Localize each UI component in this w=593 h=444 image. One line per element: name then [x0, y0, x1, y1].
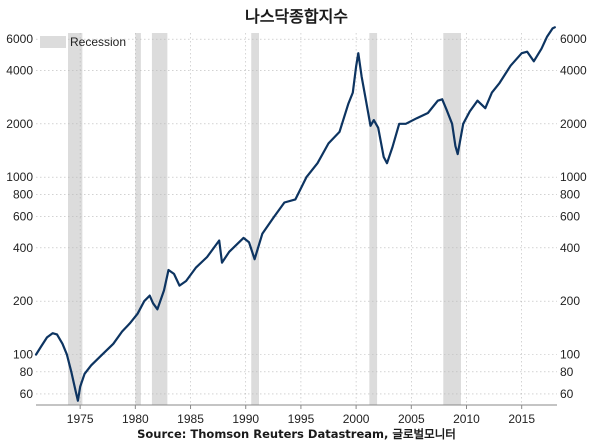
recession-band-4 — [369, 33, 378, 405]
series-line-0 — [34, 26, 556, 402]
y-tick-left-1000: 1000 — [6, 170, 33, 184]
x-tick-1975: 1975 — [67, 412, 94, 426]
y-axis-left-ticks: 60 80 100 200 400 600 800 1000 2000 4000 6000 — [6, 32, 33, 401]
y-tick-right-6000: 6000 — [560, 32, 587, 46]
y-tick-right-400: 400 — [560, 241, 580, 255]
recession-band-0 — [68, 33, 83, 405]
y-axis-right-ticks: 60 80 100 200 400 600 800 1000 2000 4000 6000 — [560, 32, 587, 401]
y-tick-right-4000: 4000 — [560, 63, 587, 77]
y-tick-right-2000: 2000 — [560, 117, 587, 131]
legend-swatch-recession — [40, 36, 66, 48]
legend: Recession — [40, 35, 126, 49]
y-tick-left-600: 600 — [13, 210, 33, 224]
source-note: Source: Thomson Reuters Datastream, 글로벌모… — [137, 427, 456, 441]
y-tick-right-80: 80 — [560, 365, 574, 379]
chart-title: 나스닥종합지수 — [245, 7, 348, 26]
y-tick-left-60: 60 — [20, 387, 34, 401]
x-tick-2015: 2015 — [508, 412, 535, 426]
x-tick-2005: 2005 — [398, 412, 425, 426]
y-tick-left-400: 400 — [13, 241, 33, 255]
recession-band-5 — [443, 33, 461, 405]
x-tick-1995: 1995 — [288, 412, 315, 426]
y-tick-left-6000: 6000 — [6, 32, 33, 46]
x-tick-2000: 2000 — [343, 412, 370, 426]
x-tick-1990: 1990 — [232, 412, 259, 426]
y-tick-left-100: 100 — [13, 348, 33, 362]
x-tick-1980: 1980 — [122, 412, 149, 426]
y-tick-left-80: 80 — [20, 365, 34, 379]
series-lines — [34, 26, 556, 402]
y-tick-left-2000: 2000 — [6, 117, 33, 131]
x-axis-ticks: 1975 1980 1985 1990 1995 2000 2005 2010 2015 — [67, 405, 535, 426]
y-tick-right-200: 200 — [560, 294, 580, 308]
x-tick-1985: 1985 — [177, 412, 204, 426]
y-tick-right-1000: 1000 — [560, 170, 587, 184]
y-tick-left-200: 200 — [13, 294, 33, 308]
y-tick-left-800: 800 — [13, 187, 33, 201]
y-tick-right-60: 60 — [560, 387, 574, 401]
y-tick-right-800: 800 — [560, 187, 580, 201]
recession-band-3 — [251, 33, 259, 405]
y-tick-right-100: 100 — [560, 348, 580, 362]
recession-band-1 — [135, 33, 141, 405]
x-tick-2010: 2010 — [453, 412, 480, 426]
recession-band-2 — [151, 33, 168, 405]
legend-label-recession: Recession — [70, 35, 126, 49]
y-tick-right-600: 600 — [560, 210, 580, 224]
recession-bands — [68, 33, 461, 405]
grid-lines — [36, 33, 557, 405]
y-tick-left-4000: 4000 — [6, 63, 33, 77]
